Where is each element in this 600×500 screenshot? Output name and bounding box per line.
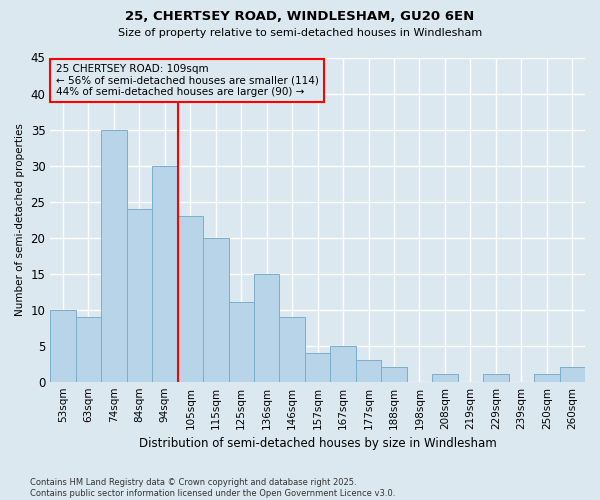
Bar	[178, 216, 203, 382]
Bar	[560, 368, 585, 382]
Bar	[101, 130, 127, 382]
Bar	[483, 374, 509, 382]
Text: Size of property relative to semi-detached houses in Windlesham: Size of property relative to semi-detach…	[118, 28, 482, 38]
Text: Contains HM Land Registry data © Crown copyright and database right 2025.
Contai: Contains HM Land Registry data © Crown c…	[30, 478, 395, 498]
Bar	[280, 317, 305, 382]
Bar	[534, 374, 560, 382]
Bar	[127, 209, 152, 382]
Y-axis label: Number of semi-detached properties: Number of semi-detached properties	[15, 123, 25, 316]
Bar	[50, 310, 76, 382]
Text: 25, CHERTSEY ROAD, WINDLESHAM, GU20 6EN: 25, CHERTSEY ROAD, WINDLESHAM, GU20 6EN	[125, 10, 475, 23]
Bar	[356, 360, 382, 382]
Bar	[305, 353, 331, 382]
Bar	[254, 274, 280, 382]
Bar	[382, 368, 407, 382]
Bar	[152, 166, 178, 382]
Bar	[203, 238, 229, 382]
Bar	[76, 317, 101, 382]
Bar	[432, 374, 458, 382]
Bar	[331, 346, 356, 382]
Text: 25 CHERTSEY ROAD: 109sqm
← 56% of semi-detached houses are smaller (114)
44% of : 25 CHERTSEY ROAD: 109sqm ← 56% of semi-d…	[56, 64, 319, 97]
Bar	[229, 302, 254, 382]
X-axis label: Distribution of semi-detached houses by size in Windlesham: Distribution of semi-detached houses by …	[139, 437, 497, 450]
